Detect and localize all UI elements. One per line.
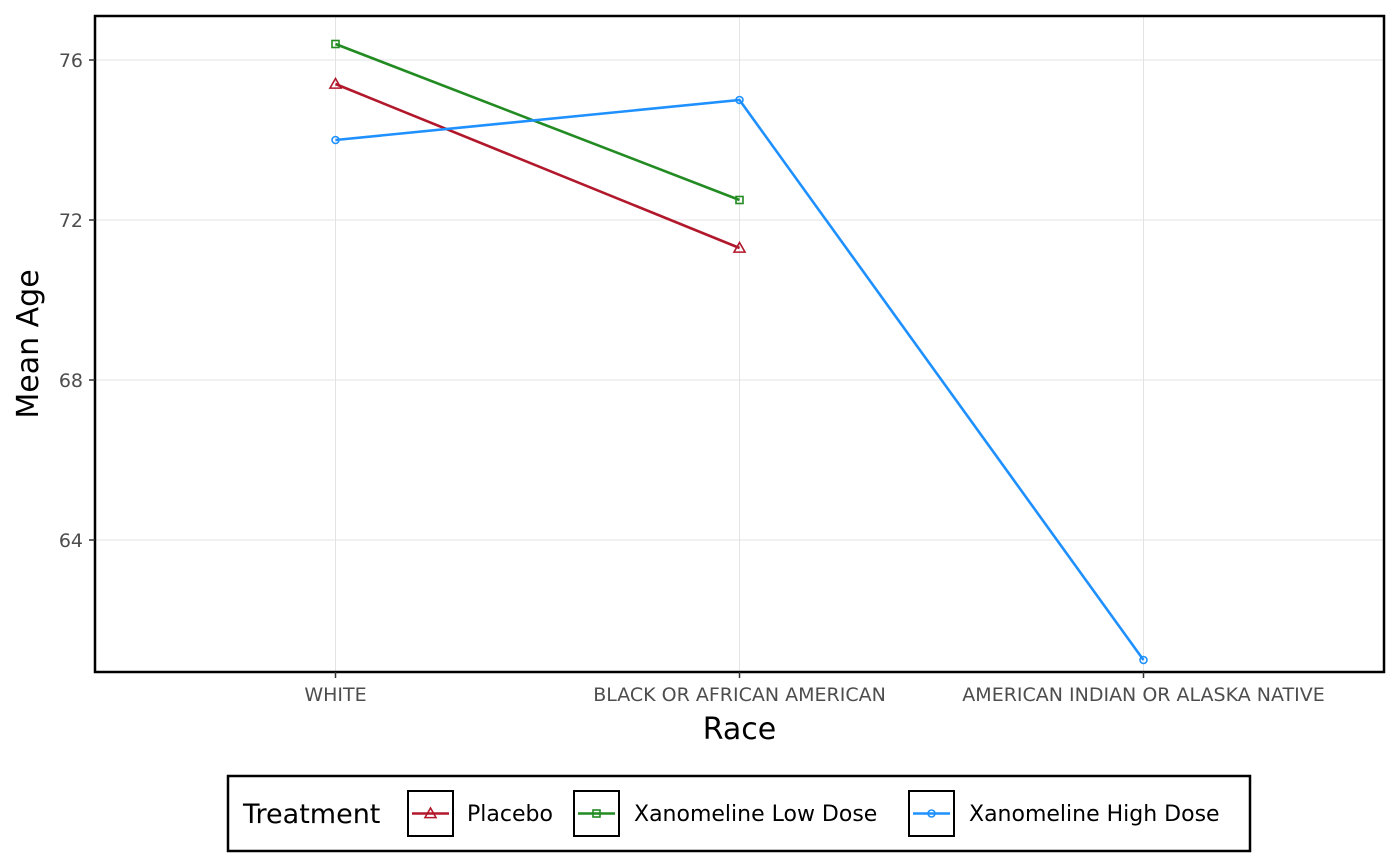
- y-tick-label: 68: [59, 370, 83, 392]
- y-tick-label: 72: [59, 210, 83, 232]
- y-tick-label: 64: [59, 530, 83, 552]
- legend-label: Xanomeline High Dose: [969, 802, 1220, 827]
- legend-box: [226, 774, 1252, 853]
- series-xanomeline-low-dose: [331, 39, 744, 205]
- x-axis-title: Race: [703, 712, 777, 747]
- x-tick-label: WHITE: [304, 684, 366, 706]
- data-point-marker: [735, 195, 744, 205]
- legend: Treatment Placebo Xanomeline Low Dose Xano…: [226, 774, 1252, 853]
- data-point-marker: [331, 135, 340, 145]
- data-point-marker: [328, 76, 343, 89]
- legend-items: Placebo Xanomeline Low Dose Xanomeline Hig…: [407, 790, 1220, 837]
- legend-key-marker: [927, 809, 936, 818]
- grid: [95, 16, 1384, 672]
- legend-label: Xanomeline Low Dose: [634, 802, 877, 827]
- series-line: [335, 42, 740, 202]
- legend-item: Xanomeline High Dose: [908, 790, 1220, 837]
- data-point-marker: [732, 240, 747, 253]
- series-placebo: [328, 76, 747, 253]
- y-axis-title: Mean Age: [11, 269, 46, 418]
- x-tick-label: AMERICAN INDIAN OR ALASKA NATIVE: [962, 684, 1324, 706]
- legend-label: Placebo: [467, 802, 553, 827]
- data-point-marker: [1139, 655, 1148, 665]
- data-point-marker: [735, 95, 744, 105]
- axis-ticks: 64 68 72 76 WHITE BLACK OR AFRICAN AMERICAN AM…: [59, 50, 1325, 706]
- legend-key-marker: [592, 809, 601, 818]
- series-line: [335, 82, 740, 250]
- series-xanomeline-high-dose: [331, 95, 1148, 665]
- y-tick-label: 76: [59, 50, 83, 72]
- data-point-marker: [331, 39, 340, 49]
- x-tick-label: BLACK OR AFRICAN AMERICAN: [593, 684, 886, 706]
- series-lines: [328, 39, 1148, 665]
- legend-title: Treatment: [242, 799, 380, 830]
- legend-key-marker: [423, 806, 438, 819]
- legend-item: Xanomeline Low Dose: [573, 790, 877, 837]
- series-line: [335, 98, 1145, 661]
- legend-item: Placebo: [407, 790, 553, 837]
